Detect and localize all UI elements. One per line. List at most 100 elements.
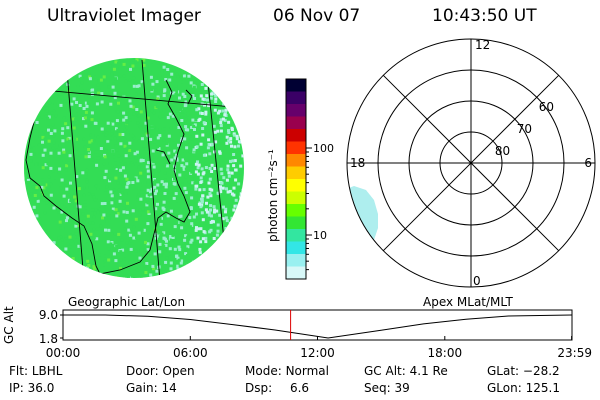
speckle-pixel [180,119,184,122]
speckle-pixel [86,259,90,263]
speckle-pixel [164,156,168,160]
speckle-pixel [137,84,141,88]
speckle-pixel [54,114,58,118]
speckle-pixel [85,242,89,246]
speckle-pixel [91,88,95,92]
speckle-pixel [166,68,170,71]
speckle-pixel [114,208,118,212]
speckle-pixel [58,220,62,224]
speckle-pixel [104,133,108,137]
speckle-pixel [162,182,166,186]
speckle-pixel [37,143,41,147]
speckle-pixel [171,114,175,118]
speckle-pixel [144,240,147,244]
speckle-pixel [158,115,162,119]
speckle-pixel [175,150,179,154]
speckle-pixel [98,207,102,211]
speckle-pixel [156,100,160,104]
speckle-pixel [97,197,101,201]
speckle-pixel [55,144,59,147]
speckle-pixel [36,199,40,203]
speckle-pixel [137,165,141,169]
speckle-pixel [187,123,191,127]
speckle-pixel [218,187,222,191]
speckle-pixel [77,224,81,227]
speckle-pixel [125,126,129,130]
speckle-pixel [108,122,112,126]
speckle-pixel [228,189,232,193]
speckle-pixel [122,62,126,66]
speckle-pixel [112,188,116,192]
speckle-pixel [107,228,111,232]
speckle-pixel [111,207,115,211]
speckle-pixel [142,228,146,232]
speckle-pixel [109,190,113,194]
speckle-pixel [124,124,128,128]
speckle-pixel [162,200,166,204]
speckle-pixel [115,245,119,248]
speckle-pixel [120,61,124,65]
speckle-pixel [204,112,208,116]
speckle-pixel [77,158,81,162]
speckle-pixel [62,116,66,120]
speckle-pixel [146,210,150,214]
speckle-pixel [163,171,167,175]
speckle-pixel [128,149,132,152]
speckle-pixel [150,192,154,196]
speckle-pixel [171,241,175,245]
speckle-pixel [121,92,125,96]
polar-mlt-label: 18 [350,156,365,170]
speckle-pixel [207,211,211,214]
speckle-pixel [111,122,115,126]
speckle-pixel [153,185,157,189]
speckle-pixel [77,156,81,160]
speckle-pixel [100,92,104,96]
speckle-pixel [52,109,56,113]
speckle-pixel [194,187,198,191]
speckle-pixel [97,91,101,95]
speckle-pixel [115,165,119,169]
speckle-pixel [91,193,95,197]
speckle-pixel [194,228,198,232]
speckle-pixel [209,96,213,100]
speckle-pixel [71,137,75,141]
speckle-pixel [122,118,126,122]
speckle-pixel [96,240,99,243]
speckle-pixel [123,144,127,148]
speckle-pixel [107,247,111,251]
status-gain-value: 14 [161,381,177,395]
speckle-pixel [119,266,122,270]
speckle-pixel [198,188,202,192]
speckle-pixel [74,235,78,239]
coastline-small [185,89,193,105]
speckle-pixel [128,77,132,80]
speckle-pixel [74,232,78,236]
speckle-pixel [142,58,146,62]
speckle-pixel [216,111,220,115]
speckle-pixel [47,185,51,189]
speckle-pixel [131,181,135,184]
speckle-pixel [90,121,94,125]
speckle-pixel [200,211,204,215]
speckle-pixel [136,198,139,202]
speckle-pixel [84,172,88,176]
speckle-pixel [124,116,128,120]
speckle-pixel [122,210,126,214]
speckle-pixel [156,61,160,65]
speckle-pixel [75,257,79,260]
speckle-pixel [149,209,153,213]
speckle-pixel [187,180,191,184]
speckle-pixel [129,104,133,108]
speckle-pixel [221,117,225,121]
speckle-pixel [161,255,164,259]
speckle-pixel [157,147,161,151]
speckle-pixel [165,182,168,186]
speckle-pixel [234,178,238,182]
speckle-pixel [53,176,57,180]
speckle-pixel [82,137,86,141]
status-flt-label: Flt: [9,364,28,378]
speckle-pixel [46,219,49,223]
speckle-pixel [47,139,51,143]
orbit-x-tick-label: 23:59 [557,346,592,360]
speckle-pixel [184,100,188,104]
